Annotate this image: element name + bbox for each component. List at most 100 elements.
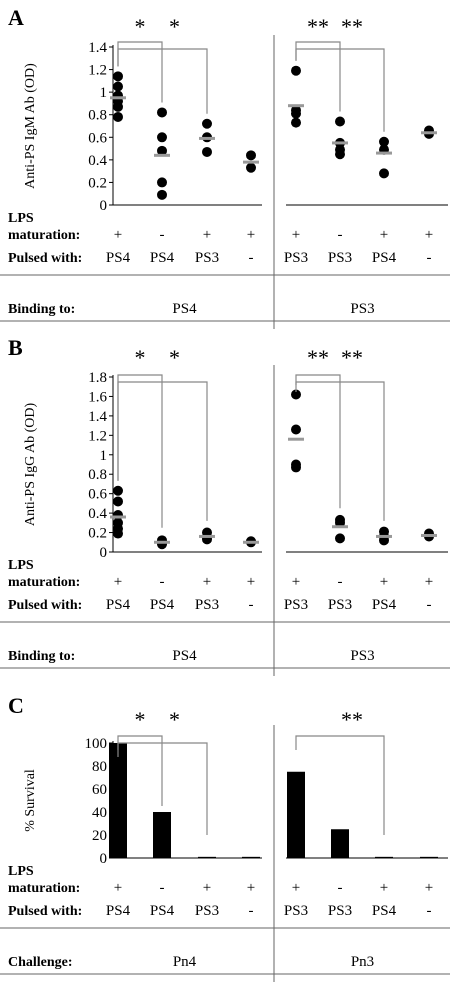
data-point	[291, 117, 301, 128]
lps-row-label: LPS	[8, 864, 34, 879]
data-point	[157, 132, 167, 143]
pulsed-row-label: Pulsed with:	[8, 904, 82, 919]
y-tick-label: 0.2	[88, 175, 107, 191]
panel-letter: C	[8, 693, 24, 718]
data-point	[113, 81, 123, 92]
significance-label: *	[169, 345, 180, 370]
pulsed-value: PS3	[328, 250, 352, 266]
pulsed-row-label: Pulsed with:	[8, 598, 82, 613]
bar	[331, 829, 349, 858]
significance-label: **	[307, 14, 329, 39]
group-label: PS3	[350, 301, 374, 317]
significance-bracket	[117, 742, 208, 835]
data-point	[335, 149, 345, 160]
data-point	[291, 108, 301, 119]
bar	[242, 856, 260, 858]
panel-letter: B	[8, 335, 23, 360]
lps-value: +	[380, 574, 388, 590]
lps-value: +	[247, 227, 255, 243]
pulsed-value: -	[249, 903, 254, 919]
pulsed-value: -	[249, 597, 254, 613]
y-tick-label: 0.2	[88, 526, 107, 542]
data-point	[379, 136, 389, 147]
y-tick-label: 1.2	[88, 428, 107, 444]
lps-value: +	[380, 880, 388, 896]
y-axis-label: % Survival	[23, 769, 38, 832]
data-point	[202, 146, 212, 157]
data-point	[335, 116, 345, 127]
lps-value: +	[203, 880, 211, 896]
maturation-row-label: maturation:	[8, 881, 80, 896]
pulsed-value: PS3	[284, 903, 308, 919]
data-point	[157, 177, 167, 188]
pulsed-value: PS4	[150, 903, 175, 919]
data-point	[246, 162, 256, 173]
panel-a: A 0 0.2 0.4 0.6 0.8 1 1.2 1.4 Anti-PS IgM Ab (OD)…	[0, 5, 450, 329]
lps-value: +	[114, 227, 122, 243]
lps-value: +	[425, 227, 433, 243]
panel-c: C 0 20 40 60 80 100 % Survival + PS4 - PS4 + PS3 + - + PS…	[0, 693, 450, 982]
y-tick-label: 0	[100, 545, 108, 561]
significance-bracket	[295, 374, 341, 509]
group-label: Pn3	[351, 954, 374, 970]
pulsed-row-label: Pulsed with:	[8, 251, 82, 266]
pulsed-value: PS4	[372, 597, 397, 613]
lps-value: -	[160, 574, 165, 590]
data-point	[291, 462, 301, 473]
pulsed-value: -	[249, 250, 254, 266]
data-point	[113, 111, 123, 122]
lps-value: -	[338, 880, 343, 896]
group-label: Pn4	[173, 954, 197, 970]
significance-bracket	[117, 374, 163, 528]
lps-value: +	[114, 574, 122, 590]
data-point	[113, 496, 123, 507]
lps-value: -	[160, 880, 165, 896]
y-tick-label: 0.4	[88, 506, 107, 522]
y-tick-label: 0.4	[88, 153, 107, 169]
pulsed-value: -	[427, 597, 432, 613]
significance-label: *	[135, 345, 146, 370]
data-point	[113, 71, 123, 82]
lps-row-label: LPS	[8, 211, 34, 226]
pulsed-value: PS4	[106, 250, 131, 266]
significance-bracket	[295, 381, 385, 521]
y-tick-label: 0.6	[88, 487, 107, 503]
significance-label: *	[169, 14, 180, 39]
group-row-label: Binding to:	[8, 302, 75, 317]
data-point	[246, 150, 256, 161]
pulsed-value: PS3	[195, 903, 219, 919]
bar	[198, 856, 216, 858]
significance-label: *	[135, 14, 146, 39]
data-point	[113, 101, 123, 112]
pulsed-value: PS4	[106, 597, 131, 613]
y-tick-label: 1.8	[88, 370, 107, 386]
pulsed-value: PS3	[195, 250, 219, 266]
group-row-label: Challenge:	[8, 955, 73, 970]
lps-value: +	[247, 880, 255, 896]
bar	[153, 812, 171, 858]
pulsed-value: PS3	[195, 597, 219, 613]
maturation-row-label: maturation:	[8, 228, 80, 243]
y-tick-label: 1	[100, 448, 108, 464]
pulsed-value: PS4	[372, 250, 397, 266]
y-tick-label: 0.8	[88, 467, 107, 483]
group-row-label: Binding to:	[8, 649, 75, 664]
data-point	[157, 539, 167, 550]
data-point	[157, 189, 167, 200]
significance-label: **	[341, 14, 363, 39]
lps-value: +	[247, 574, 255, 590]
bar	[420, 856, 438, 858]
y-axis-label: Anti-PS IgM Ab (OD)	[23, 63, 38, 189]
significance-bracket	[117, 48, 208, 114]
maturation-row-label: maturation:	[8, 575, 80, 590]
lps-value: +	[292, 227, 300, 243]
data-point	[157, 107, 167, 118]
data-point	[157, 145, 167, 156]
data-point	[113, 528, 123, 539]
significance-bracket	[295, 48, 385, 132]
lps-value: +	[203, 227, 211, 243]
pulsed-value: PS3	[328, 903, 352, 919]
lps-value: +	[425, 574, 433, 590]
significance-bracket	[295, 41, 341, 112]
